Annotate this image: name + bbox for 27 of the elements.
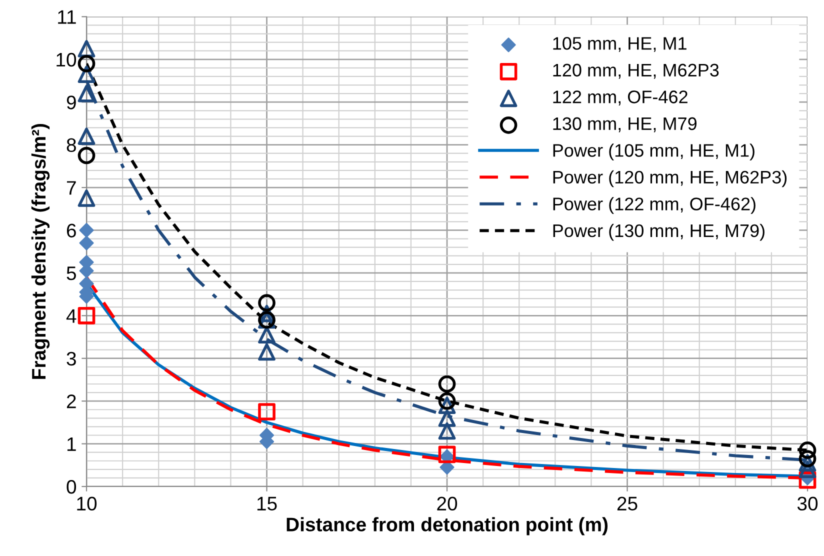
x-axis-title: Distance from detonation point (m) [286,517,608,536]
legend-label: Power (122 mm, OF-462) [553,197,756,214]
x-tick-label: 10 [77,496,97,511]
legend-label: Power (105 mm, HE, M1) [553,144,754,160]
y-tick-label: 10 [56,52,76,67]
y-tick-label: 8 [66,138,76,152]
y-tick-label: 11 [58,10,76,24]
legend-label: 105 mm, HE, M1 [553,37,686,52]
y-tick-label: 5 [66,266,76,280]
legend-label: 122 mm, OF-462 [553,90,688,106]
y-tick-label: 1 [67,437,76,451]
y-axis-title: Fragment density (frags/m²) [31,124,50,379]
y-tick-label: 3 [66,352,76,366]
y-tick-label: 6 [66,224,76,238]
legend-label: Power (130 mm, HE, M79) [553,224,764,241]
y-tick-label: 0 [66,480,76,494]
y-tick-label: 4 [66,309,76,323]
legend-label: 120 mm, HE, M62P3 [553,64,719,79]
y-tick-label: 9 [66,96,76,110]
x-tick-label: 25 [617,496,638,511]
legend-label: 130 mm, HE, M79 [553,117,697,132]
x-tick-label: 15 [257,496,277,511]
x-tick-label: 20 [437,496,458,511]
y-tick-label: 7 [66,181,76,195]
x-tick-label: 30 [797,496,818,511]
legend-label: Power (120 mm, HE, M62P3) [553,170,787,188]
y-tick-label: 2 [66,394,76,408]
